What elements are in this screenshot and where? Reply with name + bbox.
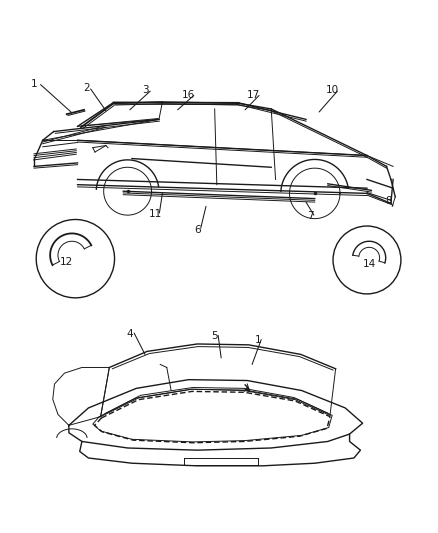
Text: 6: 6 <box>194 224 201 235</box>
Text: 10: 10 <box>325 85 339 95</box>
Text: 14: 14 <box>363 260 376 269</box>
Text: 3: 3 <box>142 85 148 95</box>
Text: 17: 17 <box>247 90 261 100</box>
Text: 1: 1 <box>255 335 261 345</box>
Text: 1: 1 <box>31 79 37 88</box>
Text: 11: 11 <box>149 209 162 219</box>
Text: 16: 16 <box>182 90 195 100</box>
Text: 7: 7 <box>307 212 314 221</box>
Text: 8: 8 <box>385 196 392 206</box>
Text: 2: 2 <box>83 83 89 93</box>
Text: 5: 5 <box>212 331 218 341</box>
Text: 12: 12 <box>60 257 73 267</box>
Text: 4: 4 <box>127 329 133 339</box>
